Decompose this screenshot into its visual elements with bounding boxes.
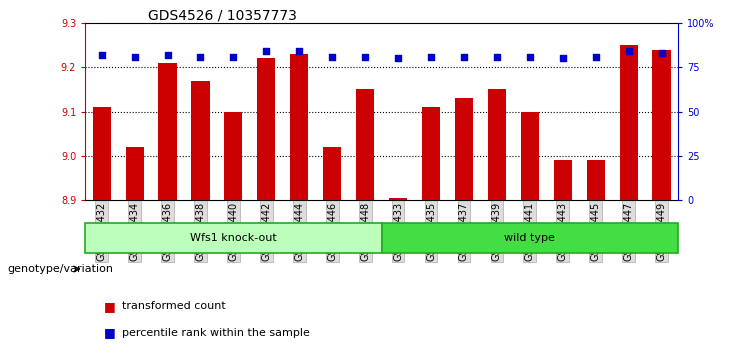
Bar bbox=[554, 160, 572, 200]
Point bbox=[425, 54, 437, 59]
Point bbox=[129, 54, 141, 59]
Text: transformed count: transformed count bbox=[122, 301, 226, 311]
Point bbox=[293, 48, 305, 54]
Point bbox=[491, 54, 503, 59]
Bar bbox=[191, 81, 210, 200]
Text: wild type: wild type bbox=[505, 233, 555, 243]
Point bbox=[622, 48, 634, 54]
Bar bbox=[290, 54, 308, 200]
Point bbox=[162, 52, 173, 58]
Bar bbox=[159, 63, 176, 200]
Text: ■: ■ bbox=[104, 300, 116, 313]
Bar bbox=[521, 112, 539, 200]
Bar bbox=[93, 107, 110, 200]
Bar bbox=[125, 147, 144, 200]
Text: percentile rank within the sample: percentile rank within the sample bbox=[122, 328, 310, 338]
Bar bbox=[257, 58, 276, 200]
Point bbox=[260, 48, 272, 54]
Point bbox=[556, 56, 568, 61]
Point bbox=[392, 56, 404, 61]
Bar bbox=[85, 223, 382, 253]
Bar bbox=[422, 107, 440, 200]
Text: Wfs1 knock-out: Wfs1 knock-out bbox=[190, 233, 277, 243]
Bar bbox=[619, 45, 638, 200]
Text: GDS4526 / 10357773: GDS4526 / 10357773 bbox=[148, 9, 297, 23]
Bar bbox=[382, 223, 678, 253]
Bar bbox=[488, 89, 506, 200]
Point bbox=[590, 54, 602, 59]
Bar bbox=[225, 112, 242, 200]
Point bbox=[656, 50, 668, 56]
Point bbox=[227, 54, 239, 59]
Point bbox=[359, 54, 371, 59]
Point bbox=[458, 54, 470, 59]
Bar bbox=[323, 147, 342, 200]
Point bbox=[96, 52, 107, 58]
Point bbox=[326, 54, 338, 59]
Bar bbox=[455, 98, 473, 200]
Bar bbox=[653, 50, 671, 200]
Bar bbox=[587, 160, 605, 200]
Bar bbox=[356, 89, 374, 200]
Text: ■: ■ bbox=[104, 326, 116, 339]
Bar bbox=[389, 198, 407, 200]
Text: genotype/variation: genotype/variation bbox=[7, 264, 113, 274]
Point bbox=[524, 54, 536, 59]
Point bbox=[195, 54, 207, 59]
